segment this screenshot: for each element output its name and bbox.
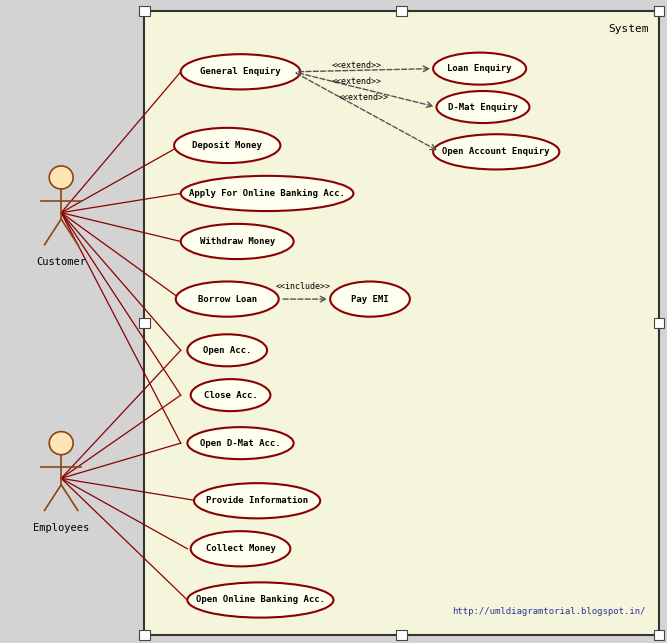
Text: Provide Information: Provide Information <box>206 496 308 505</box>
Ellipse shape <box>181 176 354 211</box>
Ellipse shape <box>187 583 334 618</box>
Text: <<extend>>: <<extend>> <box>331 61 382 70</box>
Bar <box>139 630 149 640</box>
Text: Close Acc.: Close Acc. <box>203 391 257 400</box>
Ellipse shape <box>187 427 293 459</box>
Ellipse shape <box>187 334 267 367</box>
Text: Deposit Money: Deposit Money <box>192 141 262 150</box>
Circle shape <box>49 166 73 189</box>
Ellipse shape <box>191 379 270 411</box>
Text: Apply For Online Banking Acc.: Apply For Online Banking Acc. <box>189 189 345 198</box>
Text: General Enquiry: General Enquiry <box>200 68 281 77</box>
Text: Pay EMI: Pay EMI <box>352 294 389 303</box>
Text: <<include>>: <<include>> <box>276 282 331 291</box>
Text: Collect Money: Collect Money <box>205 544 275 553</box>
Ellipse shape <box>181 54 300 89</box>
Text: Customer: Customer <box>36 257 86 267</box>
Ellipse shape <box>181 224 293 259</box>
Text: Loan Enquiry: Loan Enquiry <box>448 64 512 73</box>
Ellipse shape <box>433 53 526 85</box>
Ellipse shape <box>194 483 320 518</box>
Text: Open D-Mat Acc.: Open D-Mat Acc. <box>200 439 281 448</box>
Text: Open Acc.: Open Acc. <box>203 346 251 355</box>
Bar <box>139 318 149 328</box>
Bar <box>139 6 149 16</box>
Bar <box>654 6 664 16</box>
Ellipse shape <box>174 128 280 163</box>
Circle shape <box>49 431 73 455</box>
Text: Employees: Employees <box>33 523 89 533</box>
Ellipse shape <box>175 282 279 317</box>
FancyBboxPatch shape <box>144 11 659 635</box>
Text: Open Online Banking Acc.: Open Online Banking Acc. <box>196 595 325 604</box>
Ellipse shape <box>433 134 560 170</box>
Ellipse shape <box>330 282 410 317</box>
Bar <box>396 6 407 16</box>
Bar <box>654 318 664 328</box>
Text: System: System <box>608 24 649 34</box>
Ellipse shape <box>191 531 290 566</box>
Bar <box>396 630 407 640</box>
Text: Open Account Enquiry: Open Account Enquiry <box>442 147 550 156</box>
Text: http://umldiagramtorial.blogspot.in/: http://umldiagramtorial.blogspot.in/ <box>452 607 646 616</box>
Bar <box>654 630 664 640</box>
Ellipse shape <box>436 91 530 123</box>
Text: Withdraw Money: Withdraw Money <box>199 237 275 246</box>
Text: Borrow Loan: Borrow Loan <box>197 294 257 303</box>
Text: <<extend>>: <<extend>> <box>338 93 388 102</box>
Text: <<extend>>: <<extend>> <box>331 77 382 86</box>
Text: D-Mat Enquiry: D-Mat Enquiry <box>448 102 518 111</box>
